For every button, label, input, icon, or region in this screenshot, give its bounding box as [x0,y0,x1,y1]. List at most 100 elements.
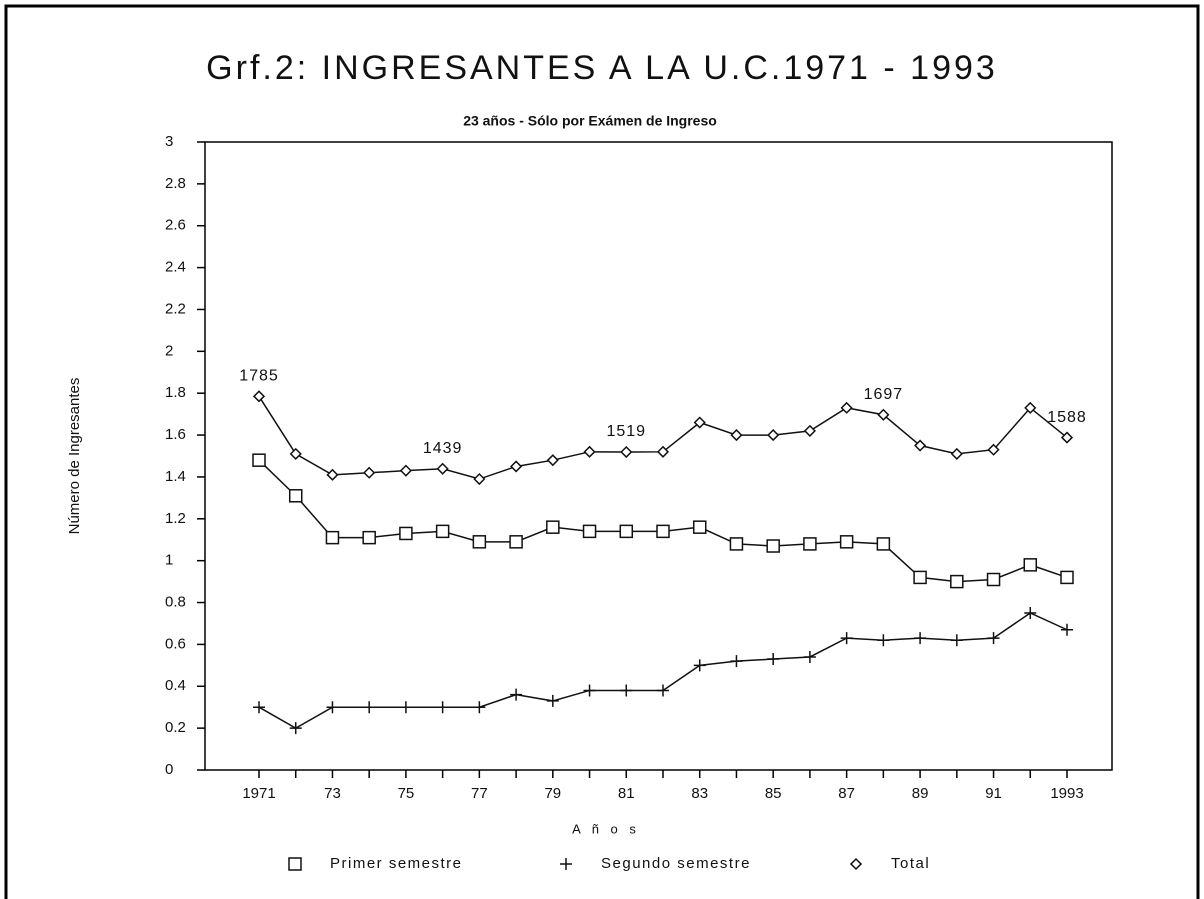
data-label: 1439 [423,440,463,457]
data-point [473,701,486,714]
data-point [399,701,412,714]
x-tick-label: 85 [765,785,782,802]
data-point [583,445,596,458]
y-tick-label: 0.6 [165,635,186,652]
data-point [1061,623,1073,636]
y-tick-label: 3 [165,133,173,150]
data-point [986,572,1001,587]
data-point [914,439,927,452]
data-point [1060,431,1074,444]
y-tick-label: 2.6 [165,217,186,234]
data-point [546,454,559,467]
data-point [363,466,376,479]
data-point [362,530,376,545]
legend-marker [560,858,572,870]
data-point [950,447,963,460]
y-tick-label: 2 [165,342,173,359]
data-label: 1785 [239,368,279,385]
data-label: 1697 [864,386,904,403]
data-point [803,537,817,551]
legend-label: Segundo semestre [601,855,751,872]
data-point [510,460,523,473]
data-point [288,489,303,503]
data-point [326,701,339,714]
data-point [729,537,744,551]
y-tick-label: 1.8 [165,384,186,401]
data-label: 1588 [1047,409,1087,426]
data-point [1060,570,1074,585]
y-axis-label: Número de Ingresantes [66,378,83,535]
data-point [253,701,265,714]
series-line [258,459,1068,583]
data-point [987,632,1000,645]
data-point [473,472,486,486]
data-point [950,634,963,647]
data-point [325,530,340,545]
x-tick-label: 1971 [242,785,275,802]
data-point [436,462,449,475]
data-point [1024,607,1037,619]
series-line [258,395,1068,480]
data-point [767,653,780,666]
x-tick-label: 83 [691,785,708,802]
data-point [363,701,376,714]
y-tick-label: 2.2 [165,300,186,317]
y-tick-label: 0.8 [165,594,186,611]
y-tick-label: 2.8 [165,175,186,192]
data-point [436,701,449,714]
x-tick-label: 89 [912,785,929,802]
y-tick-label: 0 [165,761,173,778]
data-point [509,535,523,549]
data-point [656,524,670,539]
y-tick-label: 1.2 [165,510,186,527]
data-point [1024,401,1037,414]
data-point [252,453,266,467]
data-point [472,535,487,549]
data-point [693,416,706,429]
x-tick-label: 75 [398,785,415,802]
data-point [326,468,339,481]
data-point [399,526,413,541]
data-point [767,429,780,442]
series-line [258,612,1068,729]
data-point [657,684,669,697]
data-point [913,570,927,585]
data-point [399,464,412,477]
data-point [730,429,743,442]
data-point [877,408,890,421]
data-point [803,650,816,663]
x-tick-label: 79 [544,785,561,802]
y-tick-label: 0.2 [165,719,186,736]
data-point [289,447,302,460]
data-point [1023,558,1038,572]
legend-label: Primer semestre [330,855,463,872]
data-point [987,443,1000,456]
x-tick-label: 1993 [1050,785,1083,802]
x-tick-label: 81 [618,785,635,802]
data-point [620,445,633,459]
y-tick-label: 1 [165,552,173,569]
data-point [692,520,707,534]
legend-marker [849,857,863,871]
data-point [730,655,743,668]
data-point [839,535,854,549]
data-point [914,632,927,645]
data-point [693,659,706,672]
data-point [510,688,523,701]
x-axis-label: A ñ o s [572,821,640,836]
data-point [252,390,266,403]
x-tick-label: 73 [324,785,341,802]
frame [4,4,1200,899]
data-point [546,520,560,534]
data-point [582,524,597,539]
data-point [950,574,964,589]
y-tick-label: 1.6 [165,426,186,443]
x-tick-label: 91 [985,785,1002,802]
data-point [619,524,634,539]
x-tick-label: 87 [838,785,855,802]
data-point [876,537,891,551]
data-point [620,684,633,697]
data-point [840,632,853,645]
x-tick-label: 77 [471,785,488,802]
